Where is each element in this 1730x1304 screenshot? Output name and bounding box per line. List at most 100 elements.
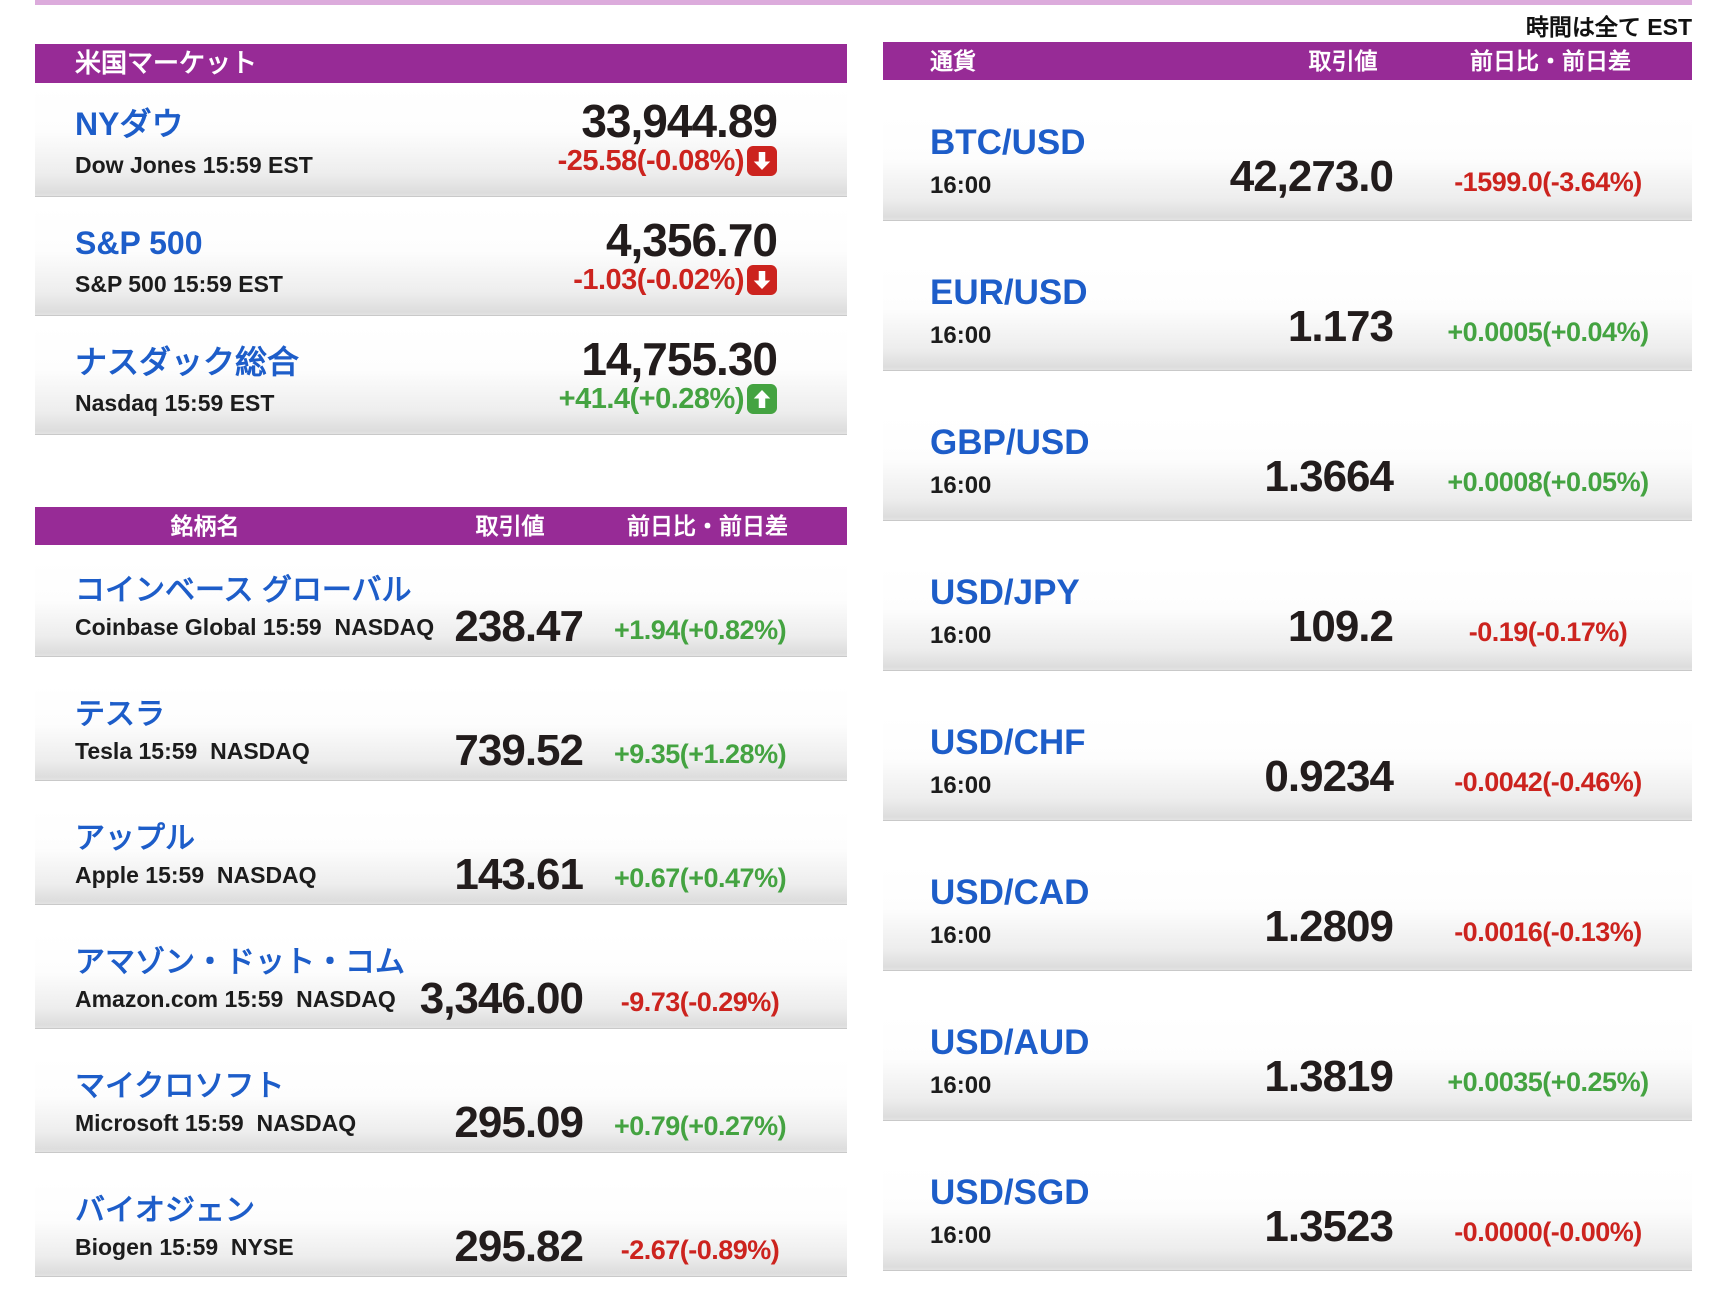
stock-row-biogen[interactable]: バイオジェン Biogen 15:59 NYSE 295.82 -2.67(-0…	[35, 1180, 847, 1277]
currency-time: 16:00	[930, 322, 992, 349]
stock-row-coinbase[interactable]: コインベース グローバル Coinbase Global 15:59 NASDA…	[35, 560, 847, 657]
index-name-link[interactable]: S&P 500	[75, 225, 203, 261]
stocks-name-column-header: 銘柄名	[170, 513, 240, 539]
stock-name-link[interactable]: バイオジェン	[75, 1194, 255, 1227]
stock-price: 739.52	[454, 726, 584, 775]
currency-change: +0.0035(+0.25%)	[1447, 1067, 1649, 1097]
us-market-panel: 米国マーケット NYダウ Dow Jones 15:59 EST 33,944.…	[35, 0, 847, 1304]
stocks-change-column-header: 前日比・前日差	[627, 513, 788, 539]
index-sublabel: S&P 500 15:59 EST	[75, 271, 283, 297]
index-change: -25.58(-0.08%)	[557, 144, 745, 177]
stock-sublabel: Biogen 15:59 NYSE	[75, 1234, 294, 1260]
currency-time: 16:00	[930, 172, 992, 199]
stock-name-link[interactable]: マイクロソフト	[75, 1070, 285, 1103]
currency-price: 42,273.0	[1229, 152, 1394, 201]
stock-row-tesla[interactable]: テスラ Tesla 15:59 NASDAQ 739.52 +9.35(+1.2…	[35, 684, 847, 781]
stock-row-microsoft[interactable]: マイクロソフト Microsoft 15:59 NASDAQ 295.09 +0…	[35, 1056, 847, 1153]
currency-time: 16:00	[930, 1222, 992, 1249]
currency-pair-link[interactable]: USD/JPY	[930, 573, 1080, 612]
currency-row-usd-aud[interactable]: USD/AUD 16:00 1.3819 +0.0035(+0.25%)	[883, 1015, 1692, 1121]
currency-title: 通貨	[930, 48, 976, 74]
stock-row-apple[interactable]: アップル Apple 15:59 NASDAQ 143.61 +0.67(+0.…	[35, 808, 847, 905]
currency-price: 1.3819	[1264, 1052, 1394, 1101]
stock-price: 295.09	[454, 1098, 584, 1147]
index-change: +41.4(+0.28%)	[558, 382, 745, 415]
stock-sublabel: Amazon.com 15:59 NASDAQ	[75, 986, 396, 1012]
stock-sublabel: Coinbase Global 15:59 NASDAQ	[75, 614, 435, 640]
index-row-nasdaq[interactable]: ナスダック総合 Nasdaq 15:59 EST 14,755.30 +41.4…	[35, 324, 847, 435]
index-name-link[interactable]: NYダウ	[75, 106, 184, 142]
currency-panel: 通貨 取引値 前日比・前日差 BTC/USD 16:00 42,273.0 -1…	[883, 0, 1692, 1304]
currency-pair-link[interactable]: USD/CAD	[930, 873, 1090, 912]
index-row-sp500[interactable]: S&P 500 S&P 500 15:59 EST 4,356.70 -1.03…	[35, 205, 847, 316]
currency-change: -1599.0(-3.64%)	[1454, 167, 1642, 197]
currency-change: -0.19(-0.17%)	[1468, 617, 1628, 647]
currency-time: 16:00	[930, 1072, 992, 1099]
currency-price: 109.2	[1287, 602, 1394, 651]
currency-pair-link[interactable]: USD/CHF	[930, 723, 1086, 762]
currency-time: 16:00	[930, 472, 992, 499]
stocks-price-column-header: 取引値	[475, 513, 545, 539]
index-sublabel: Dow Jones 15:59 EST	[75, 152, 313, 178]
index-price: 14,755.30	[581, 333, 778, 385]
currency-row-usd-chf[interactable]: USD/CHF 16:00 0.9234 -0.0042(-0.46%)	[883, 715, 1692, 821]
currency-row-btc-usd[interactable]: BTC/USD 16:00 42,273.0 -1599.0(-3.64%)	[883, 115, 1692, 221]
us-market-title: 米国マーケット	[75, 48, 258, 78]
currency-pair-link[interactable]: USD/AUD	[930, 1023, 1090, 1062]
index-price: 33,944.89	[581, 95, 778, 147]
top-divider	[35, 0, 1692, 5]
stock-change: +1.94(+0.82%)	[613, 615, 787, 645]
currency-row-usd-sgd[interactable]: USD/SGD 16:00 1.3523 -0.0000(-0.00%)	[883, 1165, 1692, 1271]
currency-row-gbp-usd[interactable]: GBP/USD 16:00 1.3664 +0.0008(+0.05%)	[883, 415, 1692, 521]
currency-change: -0.0042(-0.46%)	[1454, 767, 1642, 797]
stock-change: +0.67(+0.47%)	[613, 863, 787, 893]
us-market-header-bar: 米国マーケット	[35, 44, 847, 83]
stock-sublabel: Microsoft 15:59 NASDAQ	[75, 1110, 357, 1136]
index-name-link[interactable]: ナスダック総合	[75, 344, 300, 380]
stock-price: 238.47	[454, 602, 584, 651]
currency-price: 0.9234	[1264, 752, 1394, 801]
currency-pair-link[interactable]: EUR/USD	[930, 273, 1088, 312]
stock-sublabel: Apple 15:59 NASDAQ	[75, 862, 317, 888]
currency-change: -0.0016(-0.13%)	[1454, 917, 1642, 947]
currency-time: 16:00	[930, 622, 992, 649]
index-sublabel: Nasdaq 15:59 EST	[75, 390, 275, 416]
currency-row-usd-jpy[interactable]: USD/JPY 16:00 109.2 -0.19(-0.17%)	[883, 565, 1692, 671]
stock-price: 143.61	[454, 850, 584, 899]
stock-name-link[interactable]: コインベース グローバル	[75, 574, 412, 607]
stock-price: 295.82	[454, 1222, 584, 1271]
currency-change: +0.0005(+0.04%)	[1447, 317, 1649, 347]
stock-name-link[interactable]: アマゾン・ドット・コム	[75, 946, 405, 979]
stock-change: -2.67(-0.89%)	[620, 1235, 780, 1265]
currency-header-bar: 通貨 取引値 前日比・前日差	[883, 42, 1692, 80]
stock-change: -9.73(-0.29%)	[620, 987, 780, 1017]
stock-change: +0.79(+0.27%)	[613, 1111, 787, 1141]
currency-change: -0.0000(-0.00%)	[1454, 1217, 1642, 1247]
index-price: 4,356.70	[605, 214, 778, 266]
currency-price: 1.173	[1287, 302, 1394, 351]
index-row-ny-dow[interactable]: NYダウ Dow Jones 15:59 EST 33,944.89 -25.5…	[35, 86, 847, 197]
up-arrow-icon	[747, 384, 777, 414]
currency-pair-link[interactable]: GBP/USD	[930, 423, 1090, 462]
timezone-note: 時間は全て EST	[1525, 14, 1692, 40]
index-change: -1.03(-0.02%)	[573, 263, 744, 296]
stock-name-link[interactable]: アップル	[75, 822, 195, 855]
down-arrow-icon	[747, 265, 777, 295]
currency-change-column-header: 前日比・前日差	[1470, 48, 1631, 74]
currency-price: 1.3664	[1264, 452, 1394, 501]
down-arrow-icon	[747, 146, 777, 176]
currency-price: 1.3523	[1264, 1202, 1394, 1251]
currency-change: +0.0008(+0.05%)	[1447, 467, 1649, 497]
currency-row-usd-cad[interactable]: USD/CAD 16:00 1.2809 -0.0016(-0.13%)	[883, 865, 1692, 971]
currency-row-eur-usd[interactable]: EUR/USD 16:00 1.173 +0.0005(+0.04%)	[883, 265, 1692, 371]
currency-time: 16:00	[930, 922, 992, 949]
stock-sublabel: Tesla 15:59 NASDAQ	[75, 738, 310, 764]
stock-change: +9.35(+1.28%)	[613, 739, 787, 769]
currency-pair-link[interactable]: BTC/USD	[930, 123, 1086, 162]
stock-name-link[interactable]: テスラ	[75, 698, 165, 731]
currency-pair-link[interactable]: USD/SGD	[930, 1173, 1090, 1212]
stock-row-amazon[interactable]: アマゾン・ドット・コム Amazon.com 15:59 NASDAQ 3,34…	[35, 932, 847, 1029]
stock-price: 3,346.00	[419, 974, 584, 1023]
currency-price-column-header: 取引値	[1308, 48, 1378, 74]
